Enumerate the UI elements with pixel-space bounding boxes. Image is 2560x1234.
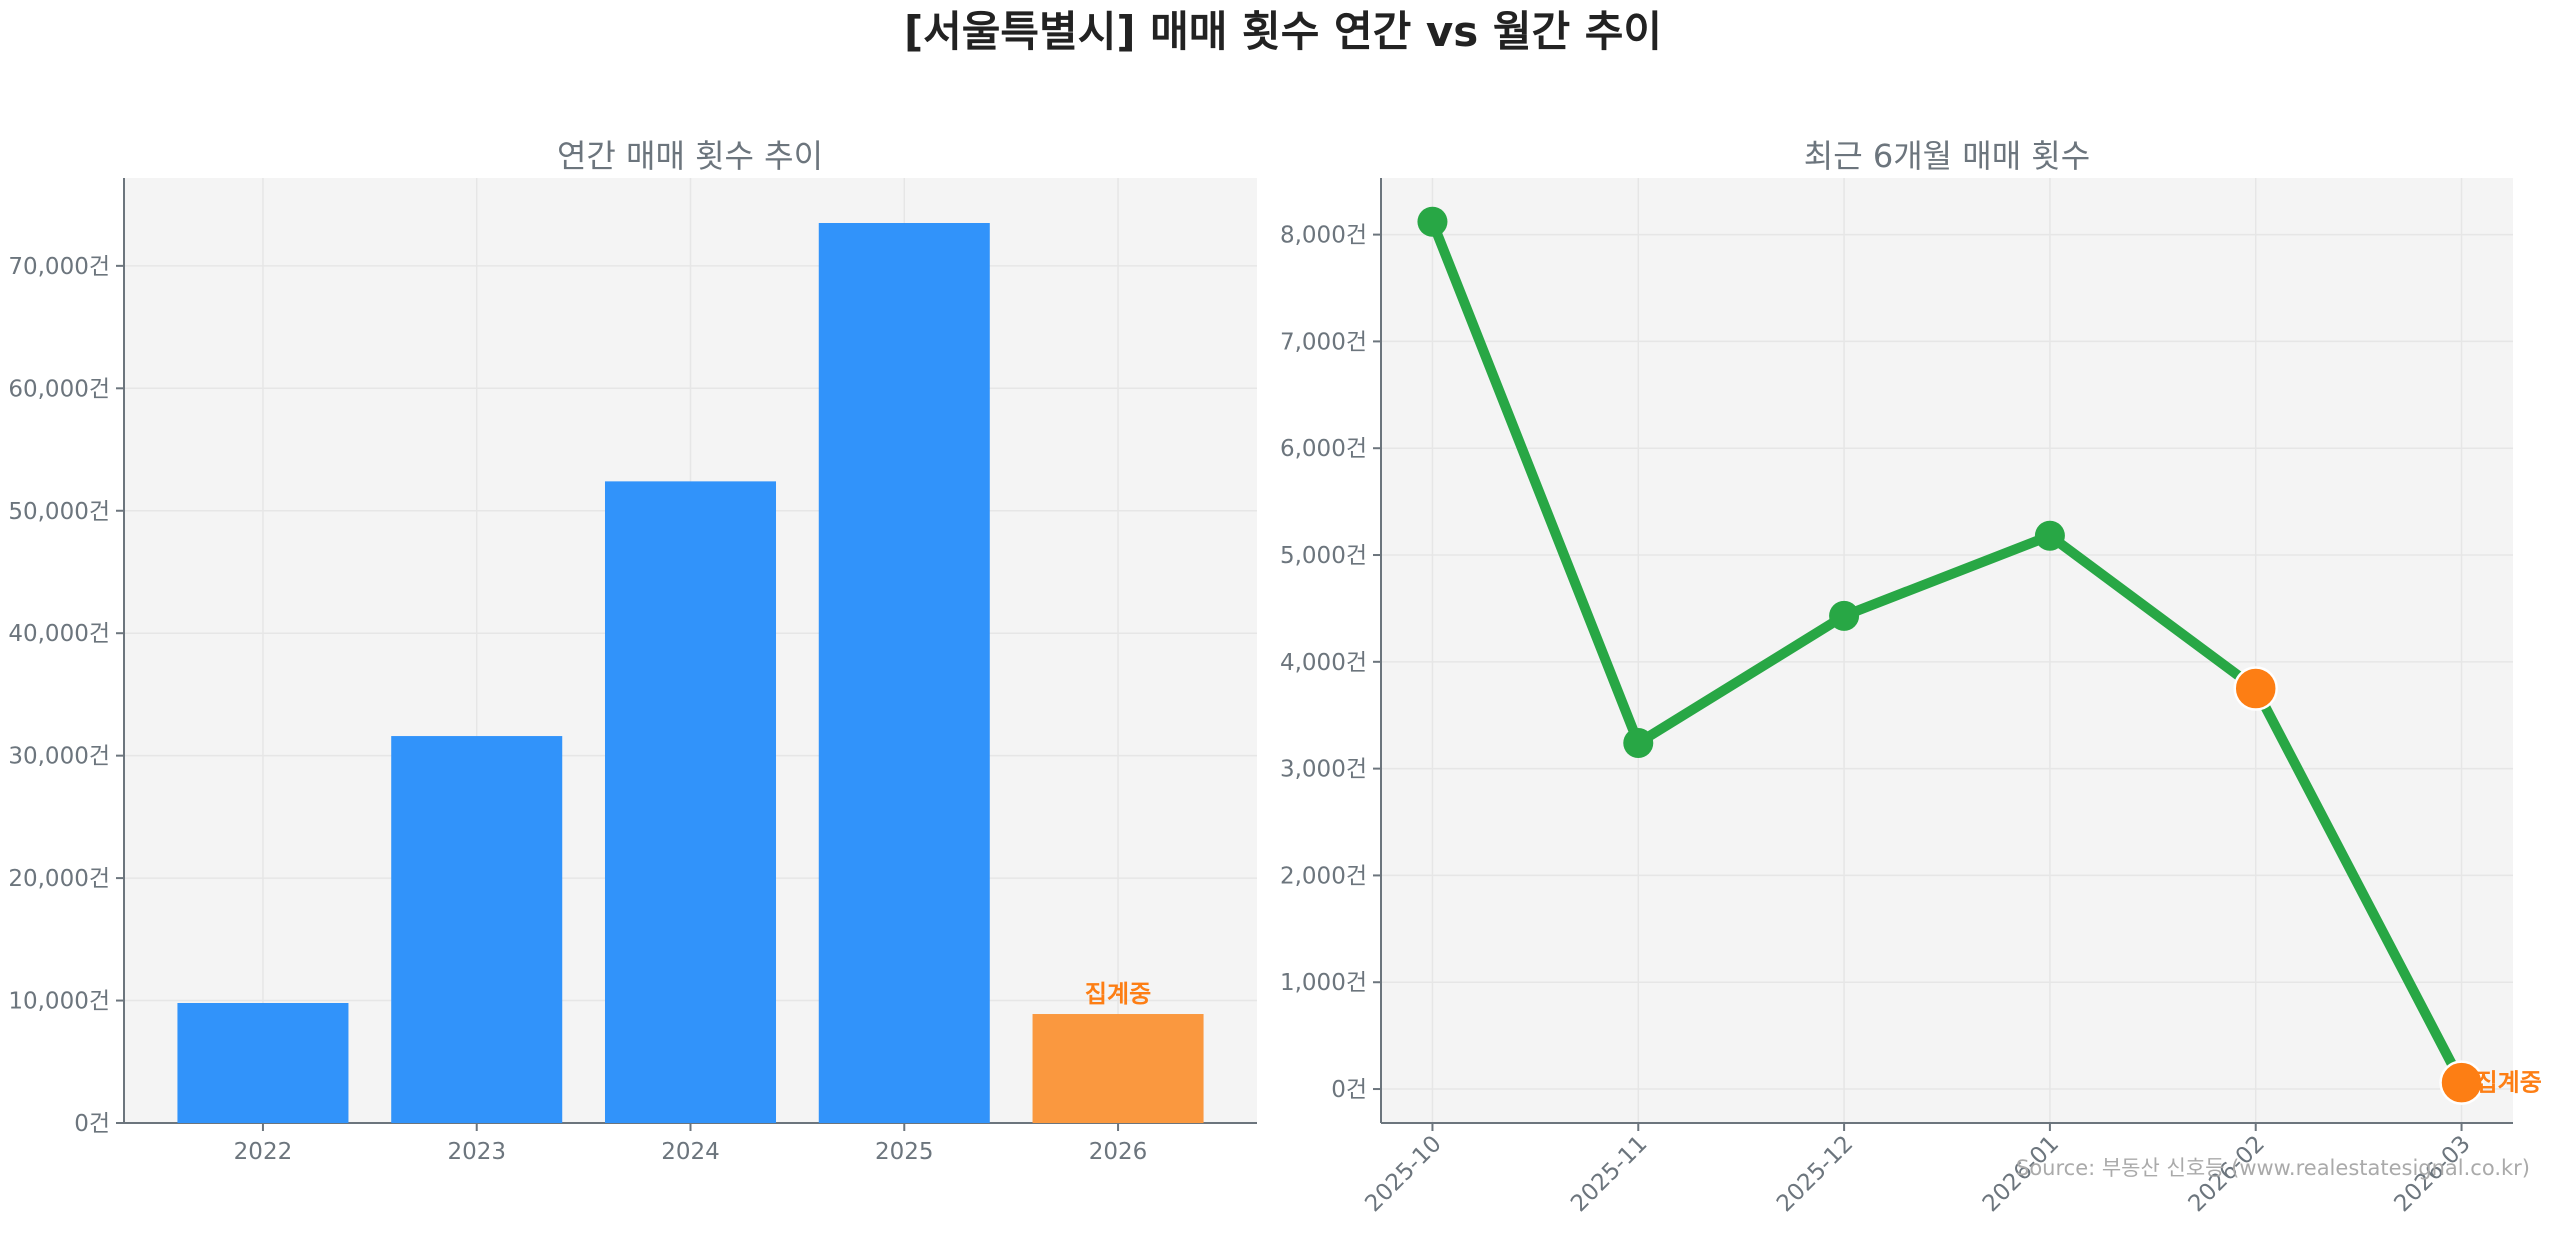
x-tick-label: 2025-11	[1566, 1131, 1652, 1217]
bar-2025	[818, 223, 990, 1123]
data-point-marker	[1417, 206, 1448, 237]
bar-2023	[391, 736, 563, 1123]
y-tick-label: 30,000건	[8, 744, 110, 770]
bar-2026	[1032, 1014, 1204, 1123]
y-tick-label: 20,000건	[8, 866, 110, 892]
x-tick-label: 2025-12	[1772, 1131, 1858, 1217]
y-tick-label: 3,000건	[1280, 757, 1367, 783]
partial-point-marker	[2439, 1060, 2484, 1105]
data-point-marker	[1829, 600, 1860, 631]
y-tick-label: 0건	[74, 1111, 110, 1137]
y-tick-label: 5,000건	[1280, 543, 1367, 569]
series-line	[1427, 219, 2466, 1085]
y-tick-label: 2,000건	[1280, 863, 1367, 889]
y-tick-label: 0건	[1331, 1077, 1367, 1103]
x-tick-label: 2024	[661, 1139, 720, 1165]
source-note: Source: 부동산 신호등 (www.realestatesignal.co…	[2016, 1156, 2530, 1180]
y-tick-label: 40,000건	[8, 621, 110, 647]
figure-title: [서울특별시] 매매 횟수 연간 vs 월간 추이	[904, 7, 1662, 56]
y-tick-label: 1,000건	[1280, 970, 1367, 996]
y-tick-label: 8,000건	[1280, 223, 1367, 249]
partial-data-label: 집계중	[1085, 980, 1151, 1008]
y-tick-label: 6,000건	[1280, 436, 1367, 462]
y-tick-label: 50,000건	[8, 499, 110, 525]
x-tick-label: 2026	[1089, 1139, 1148, 1165]
partial-point-marker	[2233, 666, 2278, 711]
bar-2024	[604, 481, 777, 1124]
y-tick-label: 4,000건	[1280, 650, 1367, 676]
monthly-line-chart: 최근 6개월 매매 횟수 0건 1,000건 2,000건 3,000건 4,000건 5…	[1280, 137, 2542, 1217]
y-tick-label: 7,000건	[1280, 329, 1367, 355]
line-chart-title: 최근 6개월 매매 횟수	[1804, 137, 2090, 175]
y-tick-label: 60,000건	[8, 376, 110, 402]
plot-area	[1381, 178, 2513, 1123]
y-tick-label: 70,000건	[8, 254, 110, 280]
x-tick-label: 2022	[234, 1139, 293, 1165]
x-tick-label: 2025	[875, 1139, 934, 1165]
data-point-marker	[1623, 727, 1654, 758]
data-point-marker	[2034, 520, 2065, 551]
y-tick-label: 10,000건	[8, 989, 110, 1015]
x-tick-label: 2025-10	[1360, 1131, 1446, 1217]
partial-data-label: 집계중	[2476, 1069, 2542, 1097]
x-tick-label: 2023	[447, 1139, 506, 1165]
annual-bar-chart: 연간 매매 횟수 추이 0건 10,000건 20,000건 30,000건 40,00…	[8, 137, 1257, 1165]
bar-chart-title: 연간 매매 횟수 추이	[557, 137, 823, 175]
bar-2022	[177, 1003, 349, 1123]
